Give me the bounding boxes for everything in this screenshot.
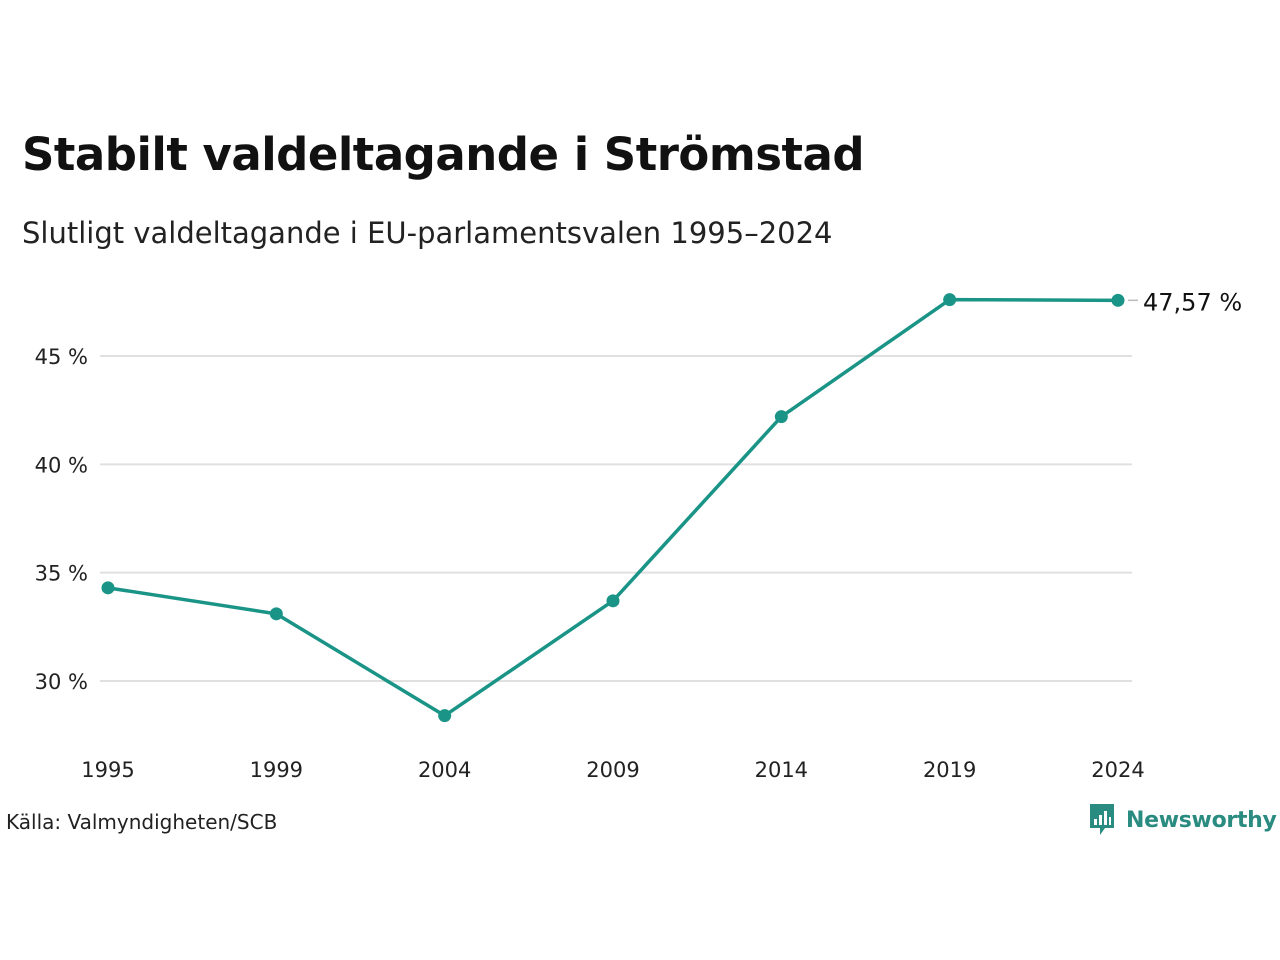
x-tick-label: 1995 bbox=[81, 758, 134, 782]
series-turnout bbox=[101, 293, 1125, 723]
source-note: Källa: Valmyndigheten/SCB bbox=[6, 810, 278, 834]
y-tick-label: 30 % bbox=[35, 670, 88, 694]
x-tick-label: 2019 bbox=[923, 758, 976, 782]
data-point-2004 bbox=[438, 709, 452, 723]
data-point-2009 bbox=[606, 594, 620, 608]
y-tick-label: 40 % bbox=[35, 453, 88, 477]
data-point-1995 bbox=[101, 581, 115, 595]
data-labels: 47,57 % bbox=[1128, 288, 1242, 316]
series-line bbox=[106, 297, 1120, 718]
y-tick-label: 35 % bbox=[35, 562, 88, 586]
end-value-label: 47,57 % bbox=[1143, 288, 1242, 316]
brand-name: Newsworthy bbox=[1126, 807, 1277, 833]
data-point-2019 bbox=[943, 293, 957, 307]
x-tick-label: 2014 bbox=[755, 758, 808, 782]
grid-lines bbox=[100, 355, 1132, 682]
data-point-2024 bbox=[1111, 293, 1125, 307]
chart-title: Stabilt valdeltagande i Strömstad bbox=[22, 128, 865, 181]
x-tick-label: 2024 bbox=[1091, 758, 1144, 782]
x-tick-label: 2004 bbox=[418, 758, 471, 782]
brand-logo: Newsworthy bbox=[1088, 802, 1277, 838]
data-point-1999 bbox=[269, 607, 283, 621]
newsworthy-logo-icon bbox=[1090, 804, 1114, 835]
chart-subtitle: Slutligt valdeltagande i EU-parlamentsva… bbox=[22, 216, 833, 250]
x-axis-tick-labels: 1995 1999 2004 2009 2014 2019 2024 bbox=[81, 758, 1144, 782]
x-tick-label: 1999 bbox=[250, 758, 303, 782]
y-tick-label: 45 % bbox=[35, 345, 88, 369]
y-axis-tick-labels: 30 % 35 % 40 % 45 % bbox=[35, 345, 88, 694]
x-tick-label: 2009 bbox=[586, 758, 639, 782]
data-point-2014 bbox=[774, 410, 788, 424]
